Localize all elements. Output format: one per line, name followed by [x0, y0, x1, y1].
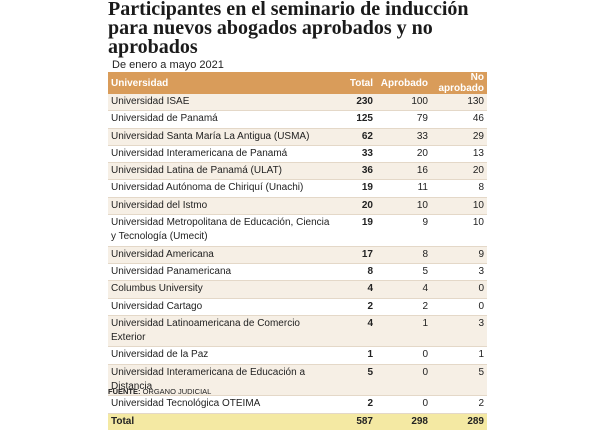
source-text: ÓRGANO JUDICIAL: [142, 387, 212, 396]
total-cell: 289: [431, 413, 487, 430]
header-cell: Total: [336, 72, 376, 94]
university-cell: Universidad de Panamá: [108, 110, 336, 129]
table-body: Universidad ISAE 230 100 130 Universidad de …: [108, 94, 487, 430]
header-cell: Aprobado: [376, 72, 431, 94]
number-cell: 2: [336, 395, 376, 414]
number-cell: 8: [431, 179, 487, 198]
page: Participantes en el seminario de inducci…: [108, 0, 487, 430]
number-cell: 79: [376, 110, 431, 129]
university-cell: Universidad Latinoamericana de Comercio …: [108, 315, 336, 348]
table-row: Columbus University 4 4 0: [108, 280, 487, 299]
university-cell: Universidad de la Paz: [108, 346, 336, 365]
number-cell: 8: [376, 246, 431, 264]
table-row: Universidad Santa María La Antigua (USMA…: [108, 128, 487, 146]
university-cell: Universidad Interamericana de Panamá: [108, 145, 336, 164]
number-cell: 0: [376, 346, 431, 365]
table-row: Universidad de la Paz 1 0 1: [108, 346, 487, 365]
title: Participantes en el seminario de inducci…: [108, 0, 469, 58]
number-cell: 230: [336, 94, 376, 112]
total-row: Total 587 298 289: [108, 413, 487, 430]
number-cell: 16: [376, 162, 431, 181]
total-cell: 298: [376, 413, 431, 430]
university-cell: Universidad Metropolitana de Educación, …: [108, 214, 336, 247]
number-cell: 8: [336, 263, 376, 282]
table-row: Universidad Panamericana 8 5 3: [108, 263, 487, 282]
table-row: Universidad Interamericana de Educación …: [108, 364, 487, 397]
number-cell: 9: [431, 246, 487, 264]
table-row: Universidad de Panamá 125 79 46: [108, 110, 487, 129]
total-cell: 587: [336, 413, 376, 430]
number-cell: 0: [376, 364, 431, 397]
number-cell: 4: [376, 280, 431, 299]
subtitle: De enero a mayo 2021: [112, 59, 224, 71]
number-cell: 0: [376, 395, 431, 414]
number-cell: 5: [376, 263, 431, 282]
number-cell: 1: [431, 346, 487, 365]
number-cell: 5: [431, 364, 487, 397]
number-cell: 36: [336, 162, 376, 181]
number-cell: 20: [376, 145, 431, 164]
number-cell: 3: [431, 263, 487, 282]
header-row: Universidad Total Aprobado No aprobado: [108, 72, 487, 94]
number-cell: 0: [431, 280, 487, 299]
number-cell: 20: [336, 197, 376, 216]
university-cell: Universidad Tecnológica OTEIMA: [108, 395, 336, 414]
table-row: Universidad ISAE 230 100 130: [108, 94, 487, 112]
number-cell: 2: [376, 298, 431, 316]
number-cell: 46: [431, 110, 487, 129]
number-cell: 19: [336, 179, 376, 198]
number-cell: 10: [431, 214, 487, 247]
header-cell: No aprobado: [431, 72, 487, 94]
number-cell: 125: [336, 110, 376, 129]
university-cell: Columbus University: [108, 280, 336, 299]
number-cell: 1: [376, 315, 431, 348]
number-cell: 4: [336, 315, 376, 348]
number-cell: 100: [376, 94, 431, 112]
university-cell: Universidad Panamericana: [108, 263, 336, 282]
number-cell: 17: [336, 246, 376, 264]
number-cell: 5: [336, 364, 376, 397]
number-cell: 33: [336, 145, 376, 164]
source: FUENTE: ÓRGANO JUDICIAL: [108, 387, 211, 396]
number-cell: 20: [431, 162, 487, 181]
table-row: Universidad del Istmo 20 10 10: [108, 197, 487, 216]
number-cell: 19: [336, 214, 376, 247]
table-row: Universidad Latina de Panamá (ULAT) 36 16 2…: [108, 162, 487, 181]
number-cell: 10: [376, 197, 431, 216]
table-row: Universidad Autónoma de Chiriquí (Unachi…: [108, 179, 487, 198]
number-cell: 3: [431, 315, 487, 348]
university-cell: Universidad Cartago: [108, 298, 336, 316]
number-cell: 11: [376, 179, 431, 198]
university-cell: Universidad Santa María La Antigua (USMA…: [108, 128, 336, 146]
number-cell: 10: [431, 197, 487, 216]
number-cell: 130: [431, 94, 487, 112]
university-cell: Universidad Americana: [108, 246, 336, 264]
number-cell: 0: [431, 298, 487, 316]
number-cell: 9: [376, 214, 431, 247]
source-label: FUENTE:: [108, 387, 141, 396]
university-cell: Universidad Interamericana de Educación …: [108, 364, 336, 397]
data-table: Universidad Total Aprobado No aprobado Univ…: [108, 72, 487, 430]
table-row: Universidad Latinoamericana de Comercio …: [108, 315, 487, 348]
university-cell: Universidad del Istmo: [108, 197, 336, 216]
number-cell: 33: [376, 128, 431, 146]
number-cell: 1: [336, 346, 376, 365]
table-row: Universidad Interamericana de Panamá 33 20…: [108, 145, 487, 164]
number-cell: 29: [431, 128, 487, 146]
number-cell: 62: [336, 128, 376, 146]
university-cell: Universidad ISAE: [108, 94, 336, 112]
table-row: Universidad Metropolitana de Educación, …: [108, 214, 487, 247]
total-label: Total: [108, 413, 336, 430]
table-row: Universidad Americana 17 8 9: [108, 246, 487, 264]
number-cell: 2: [336, 298, 376, 316]
table-row: Universidad Tecnológica OTEIMA 2 0 2: [108, 395, 487, 414]
header-cell: Universidad: [108, 72, 336, 94]
table-row: Universidad Cartago 2 2 0: [108, 298, 487, 316]
number-cell: 13: [431, 145, 487, 164]
number-cell: 2: [431, 395, 487, 414]
university-cell: Universidad Latina de Panamá (ULAT): [108, 162, 336, 181]
number-cell: 4: [336, 280, 376, 299]
university-cell: Universidad Autónoma de Chiriquí (Unachi…: [108, 179, 336, 198]
